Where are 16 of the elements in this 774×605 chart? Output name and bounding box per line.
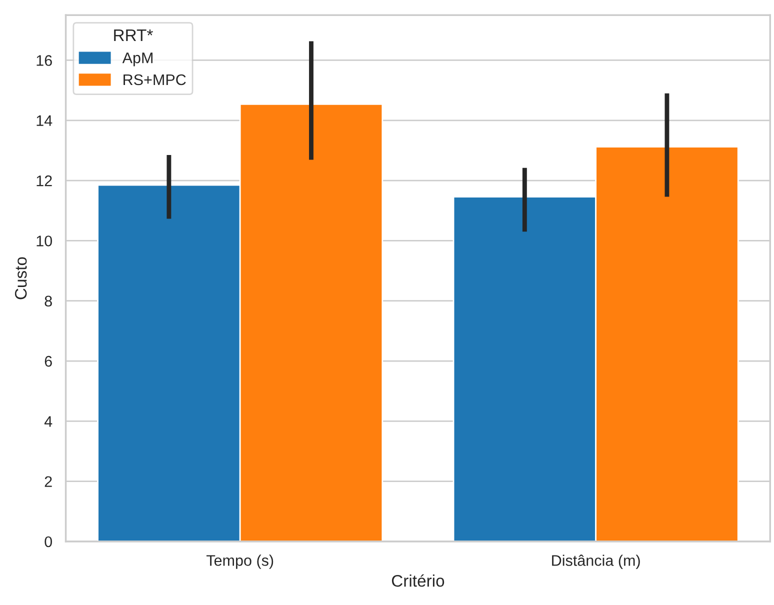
y-tick-label: 12 (36, 175, 52, 186)
y-tick-label: 2 (44, 476, 52, 487)
legend-label: ApM (122, 52, 152, 66)
y-tick-label: 10 (36, 236, 52, 246)
x-axis-title: Critério (392, 574, 444, 587)
y-tick-label: 14 (36, 115, 52, 126)
legend-label: RS+MPC (124, 74, 186, 86)
legend-title: RRT* (114, 29, 153, 41)
y-tick-label: 8 (44, 296, 52, 307)
y-tick-label: 4 (44, 416, 52, 427)
y-tick-label: 0 (44, 536, 52, 548)
y-tick-label: 6 (44, 356, 52, 367)
x-tick-label: Distância (m) (552, 554, 640, 569)
y-tick-label: 16 (36, 55, 52, 66)
y-axis-title: Custo (14, 257, 27, 300)
x-tick-label: Tempo (s) (206, 554, 274, 569)
